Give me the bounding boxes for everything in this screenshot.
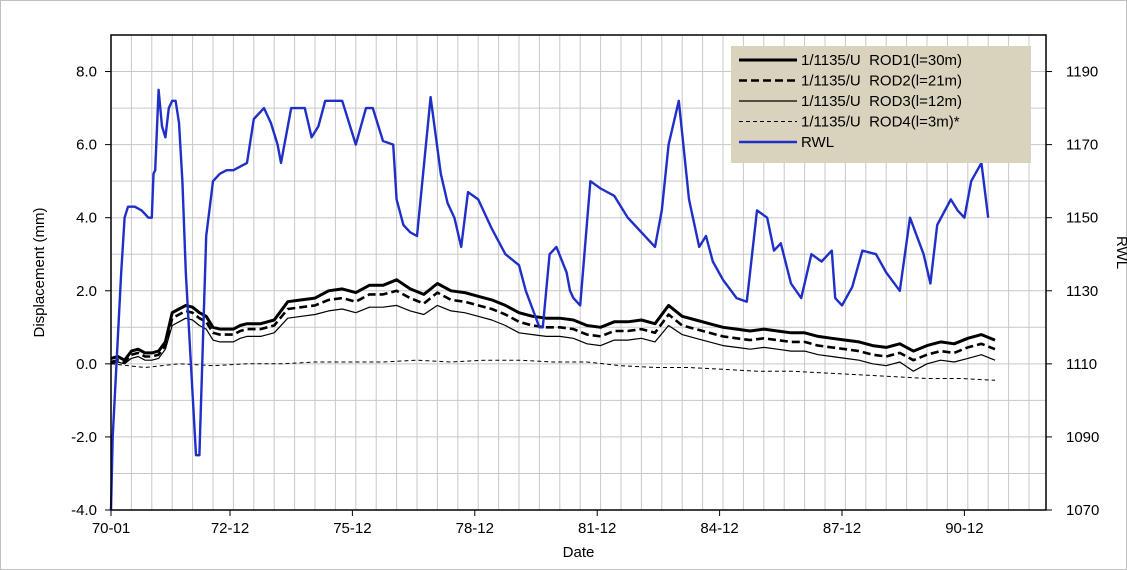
y2-tick-label: 1130 <box>1066 283 1098 300</box>
ticks: 70-01 72-12 75-12 78-12 81-12 84-12 87-12 90-12… <box>71 64 1099 537</box>
legend-label: 1/1135/U ROD2(l=21m) <box>801 73 962 90</box>
x-tick-label: 84-12 <box>700 520 738 537</box>
y2-tick-label: 1150 <box>1066 210 1098 227</box>
y-tick-label: -2.0 <box>71 429 97 446</box>
series-line-3 <box>110 304 996 372</box>
x-tick-label: 81-12 <box>578 520 616 537</box>
x-tick-label: 72-12 <box>211 520 249 537</box>
y-axis-label: Displacement (mm) <box>31 207 48 337</box>
plot-frame <box>110 34 1047 511</box>
legend-label: 1/1135/U ROD4(l=3m)* <box>801 114 960 131</box>
legend-label: 1/1135/U ROD3(l=12m) <box>801 93 962 110</box>
x-tick-label: 70-01 <box>92 520 130 537</box>
y-tick-label: -4.0 <box>71 502 97 519</box>
series-line-5 <box>109 88 990 511</box>
y-tick-label: 4.0 <box>76 210 97 227</box>
y2-axis-label: RWL <box>1113 236 1127 269</box>
x-tick-label: 78-12 <box>456 520 494 537</box>
series-line-1 <box>110 278 996 362</box>
y2-tick-label: 1170 <box>1066 137 1098 154</box>
y-tick-label: 2.0 <box>76 283 97 300</box>
y-tick-label: 8.0 <box>76 64 97 81</box>
y2-tick-label: 1070 <box>1066 502 1099 519</box>
y2-tick-label: 1190 <box>1066 64 1098 81</box>
legend-box <box>731 46 1031 163</box>
y-tick-label: 6.0 <box>76 137 97 154</box>
y2-tick-label: 1090 <box>1066 429 1099 446</box>
legend-label: 1/1135/U ROD1(l=30m) <box>801 52 962 69</box>
x-tick-label: 75-12 <box>333 520 371 537</box>
legend: 1/1135/U ROD1(l=30m) 1/1135/U ROD2(l=21m)… <box>731 46 1031 163</box>
y2-tick-label: 1110 <box>1066 356 1097 373</box>
y-tick-label: 0.0 <box>76 356 97 373</box>
series-layer <box>109 88 996 511</box>
x-tick-label: 87-12 <box>823 520 861 537</box>
x-axis-label: Date <box>563 544 595 561</box>
x-tick-label: 90-12 <box>945 520 983 537</box>
grid <box>110 34 1046 511</box>
series-line-4 <box>110 359 996 381</box>
legend-label: RWL <box>801 134 834 151</box>
series-line-2 <box>110 289 996 364</box>
